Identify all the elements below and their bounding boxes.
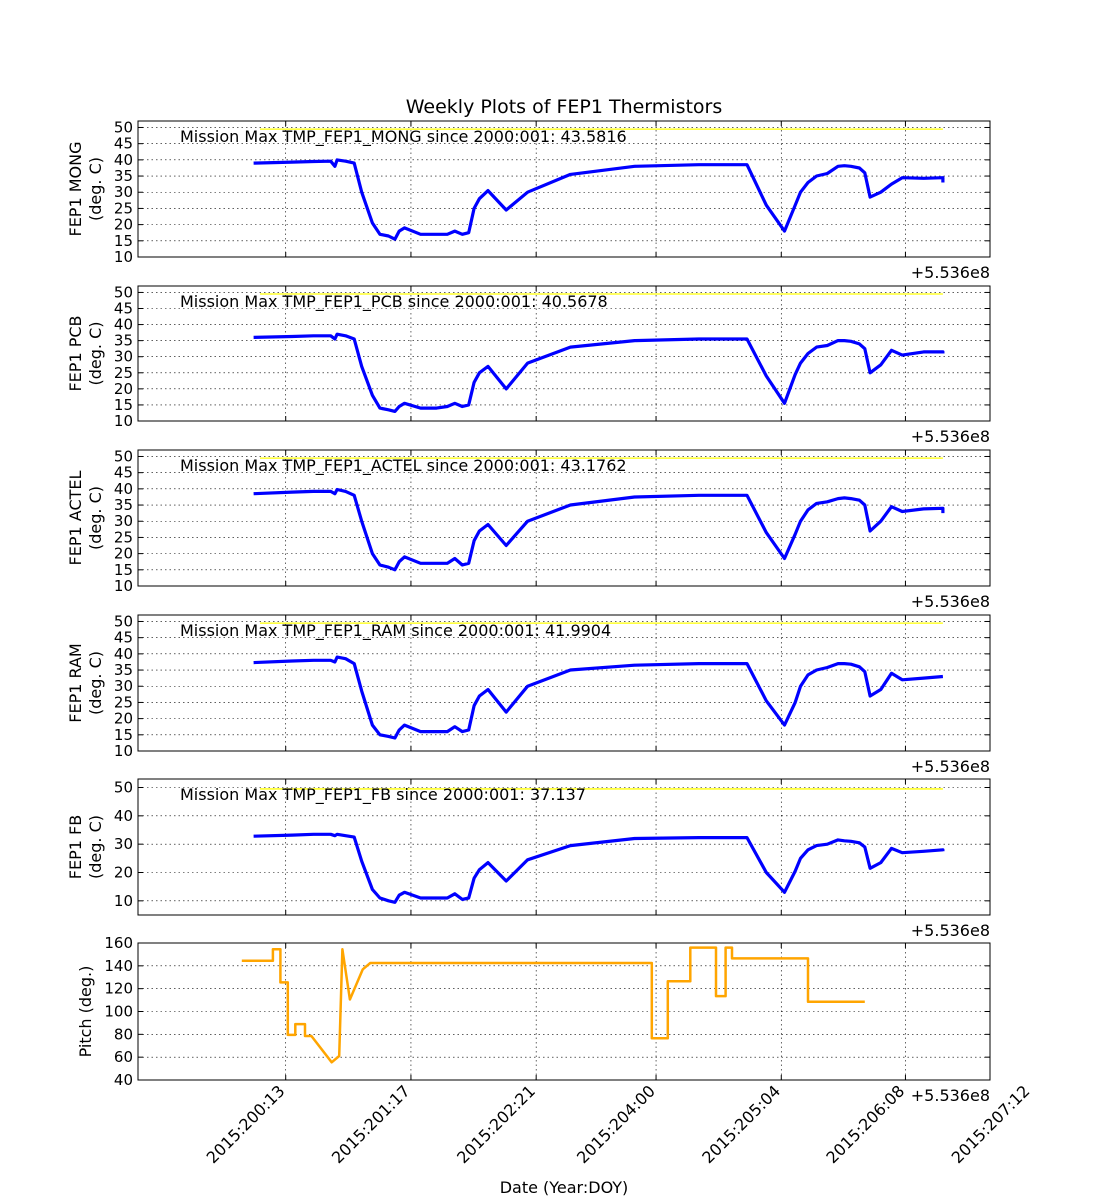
series-line-0	[241, 946, 865, 1064]
y-tick-label: 10	[114, 248, 133, 266]
offset-label: +5.536e8	[911, 427, 990, 446]
y-tick-label: 25	[114, 693, 133, 711]
annotation-text: Mission Max TMP_FEP1_PCB since 2000:001:…	[180, 292, 608, 312]
y-axis-label: (deg. C)	[86, 157, 105, 221]
y-tick-label: 60	[114, 1048, 133, 1066]
y-tick-label: 25	[114, 528, 133, 546]
y-tick-label: 20	[114, 864, 133, 882]
y-tick-label: 45	[114, 629, 133, 647]
y-tick-label: 80	[114, 1025, 133, 1043]
y-tick-label: 45	[114, 464, 133, 482]
y-tick-label: 20	[114, 380, 133, 398]
x-axis-label: Date (Year:DOY)	[500, 1178, 629, 1197]
axes-frame	[137, 778, 991, 916]
y-axis-label: Pitch (deg.)	[76, 966, 95, 1058]
y-tick-label: 40	[114, 480, 133, 498]
y-tick-label: 40	[114, 807, 133, 825]
offset-label: +5.536e8	[911, 757, 990, 776]
offset-label: +5.536e8	[911, 263, 990, 282]
axes-frame	[137, 449, 991, 587]
y-tick-label: 40	[114, 316, 133, 334]
annotation-text: Mission Max TMP_FEP1_MONG since 2000:001…	[180, 127, 627, 147]
y-tick-label: 50	[114, 779, 133, 797]
y-tick-label: 45	[114, 135, 133, 153]
y-tick-label: 20	[114, 216, 133, 234]
y-tick-label: 15	[114, 232, 133, 250]
y-tick-label: 20	[114, 545, 133, 563]
y-axis-label: FEP1 PCB	[66, 315, 85, 391]
y-tick-label: 15	[114, 561, 133, 579]
y-tick-label: 35	[114, 661, 133, 679]
y-axis-label: (deg. C)	[86, 651, 105, 715]
offset-label: +5.536e8	[911, 921, 990, 940]
y-tick-label: 160	[104, 934, 133, 952]
axes-frame	[137, 285, 991, 422]
y-axis-label: (deg. C)	[86, 486, 105, 550]
y-axis-label: FEP1 MONG	[66, 142, 85, 237]
y-tick-label: 40	[114, 151, 133, 169]
annotation-text: Mission Max TMP_FEP1_ACTEL since 2000:00…	[180, 456, 627, 476]
y-tick-label: 50	[114, 612, 133, 630]
y-tick-label: 40	[114, 645, 133, 663]
y-tick-label: 30	[114, 348, 133, 366]
series-line-0	[253, 832, 945, 904]
y-tick-label: 25	[114, 199, 133, 217]
y-tick-label: 25	[114, 364, 133, 382]
y-axis-label: FEP1 RAM	[66, 643, 85, 722]
y-tick-label: 40	[114, 1071, 133, 1089]
y-tick-label: 100	[104, 1003, 133, 1021]
y-tick-label: 50	[114, 118, 133, 136]
y-tick-label: 10	[114, 892, 133, 910]
y-tick-label: 15	[114, 396, 133, 414]
series-line-0	[253, 487, 945, 572]
axes-frame	[137, 120, 991, 258]
y-axis-label: (deg. C)	[86, 815, 105, 879]
y-tick-label: 10	[114, 577, 133, 595]
y-tick-label: 30	[114, 512, 133, 530]
y-tick-label: 140	[104, 957, 133, 975]
y-tick-label: 20	[114, 710, 133, 728]
y-tick-label: 35	[114, 332, 133, 350]
offset-label: +5.536e8	[911, 592, 990, 611]
panel-5: 40 60 80 100 120 140 160 Pitch (deg.) +5.536e8	[76, 934, 991, 1105]
y-tick-label: 30	[114, 677, 133, 695]
y-axis-label: FEP1 FB	[66, 815, 85, 879]
y-tick-label: 50	[114, 447, 133, 465]
y-axis-label: FEP1 ACTEL	[66, 470, 85, 565]
y-tick-label: 15	[114, 726, 133, 744]
y-tick-label: 45	[114, 300, 133, 318]
axes-frame	[137, 614, 991, 752]
annotation-text: Mission Max TMP_FEP1_RAM since 2000:001:…	[180, 621, 611, 641]
y-tick-label: 120	[104, 980, 133, 998]
figure-title: Weekly Plots of FEP1 Thermistors	[406, 96, 723, 118]
annotation-text: Mission Max TMP_FEP1_FB since 2000:001: …	[180, 785, 586, 805]
y-tick-label: 50	[114, 283, 133, 301]
y-tick-label: 35	[114, 496, 133, 514]
series-line-0	[253, 158, 945, 241]
panel-4: 10 20 30 40 50 Mission Max TMP_FEP1_FB since …	[66, 778, 991, 940]
y-tick-label: 10	[114, 412, 133, 430]
y-axis-label: (deg. C)	[86, 322, 105, 386]
axes-frame	[137, 942, 991, 1081]
offset-label: +5.536e8	[911, 1086, 990, 1105]
series-line-0	[253, 332, 945, 413]
series-line-0	[253, 655, 944, 740]
y-tick-label: 30	[114, 183, 133, 201]
y-tick-label: 35	[114, 167, 133, 185]
y-tick-label: 30	[114, 835, 133, 853]
y-tick-label: 10	[114, 742, 133, 760]
